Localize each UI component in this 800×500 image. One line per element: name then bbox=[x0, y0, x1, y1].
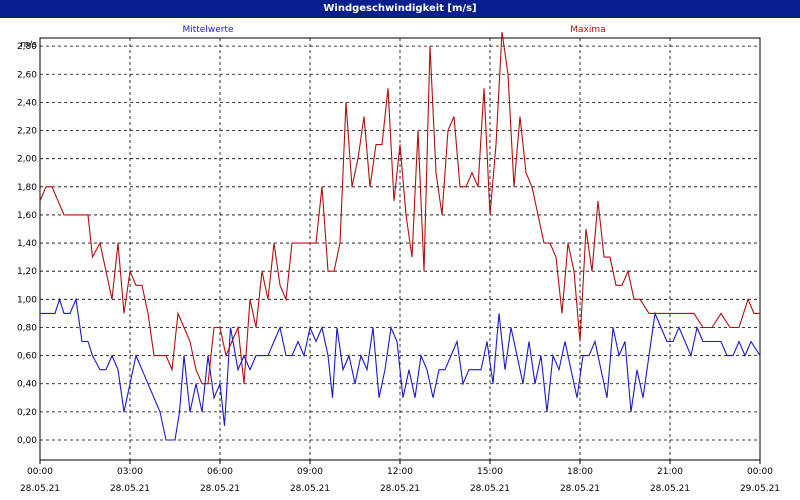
y-tick-label: 1,80 bbox=[17, 183, 37, 193]
x-tick-time: 00:00 bbox=[747, 467, 773, 477]
y-tick-label: 2,60 bbox=[17, 70, 37, 80]
x-tick-date: 28.05.21 bbox=[560, 484, 600, 494]
x-tick-date: 28.05.21 bbox=[470, 484, 510, 494]
y-tick-label: 0,80 bbox=[17, 323, 37, 333]
series-line-maxima bbox=[39, 32, 760, 385]
y-tick-label: 2,20 bbox=[17, 127, 37, 137]
x-tick-date: 28.05.21 bbox=[380, 484, 420, 494]
x-tick-date: 28.05.21 bbox=[110, 484, 150, 494]
window-title: Windgeschwindigkeit [m/s] bbox=[0, 0, 800, 18]
legend-mittelwerte: Mittelwerte bbox=[182, 25, 233, 35]
y-tick-label: 0,20 bbox=[17, 408, 37, 418]
x-tick-date: 28.05.21 bbox=[650, 484, 690, 494]
x-tick-date: 28.05.21 bbox=[200, 484, 240, 494]
y-tick-label: 0,40 bbox=[17, 380, 37, 390]
x-tick-time: 09:00 bbox=[297, 467, 323, 477]
x-tick-time: 06:00 bbox=[207, 467, 233, 477]
x-tick-time: 18:00 bbox=[567, 467, 593, 477]
y-tick-label: 2,00 bbox=[17, 155, 37, 165]
y-tick-label: 1,00 bbox=[17, 295, 37, 305]
x-tick-date: 28.05.21 bbox=[290, 484, 330, 494]
y-tick-label: 1,20 bbox=[17, 267, 37, 277]
x-tick-date: 29.05.21 bbox=[740, 484, 780, 494]
x-tick-time: 00:00 bbox=[27, 467, 53, 477]
x-tick-time: 12:00 bbox=[387, 467, 413, 477]
y-axis-label: m/s bbox=[21, 40, 38, 50]
x-tick-time: 15:00 bbox=[477, 467, 503, 477]
wind-speed-chart: 0,00 0,20 0,40 0,60 0,80 1,00 1,20 1,40 1,60 1,80… bbox=[17, 25, 780, 494]
y-tick-label: 0,60 bbox=[17, 352, 37, 362]
y-tick-label: 0,00 bbox=[17, 436, 37, 446]
legend-maxima: Maxima bbox=[570, 25, 605, 35]
y-tick-label: 1,40 bbox=[17, 239, 37, 249]
y-tick-label: 2,40 bbox=[17, 98, 37, 108]
x-tick-time: 03:00 bbox=[117, 467, 143, 477]
y-tick-label: 2,80 bbox=[17, 42, 37, 52]
y-tick-label: 1,60 bbox=[17, 211, 37, 221]
x-tick-time: 21:00 bbox=[657, 467, 683, 477]
x-tick-date: 28.05.21 bbox=[20, 484, 60, 494]
series-line-mittelwerte bbox=[40, 297, 761, 441]
